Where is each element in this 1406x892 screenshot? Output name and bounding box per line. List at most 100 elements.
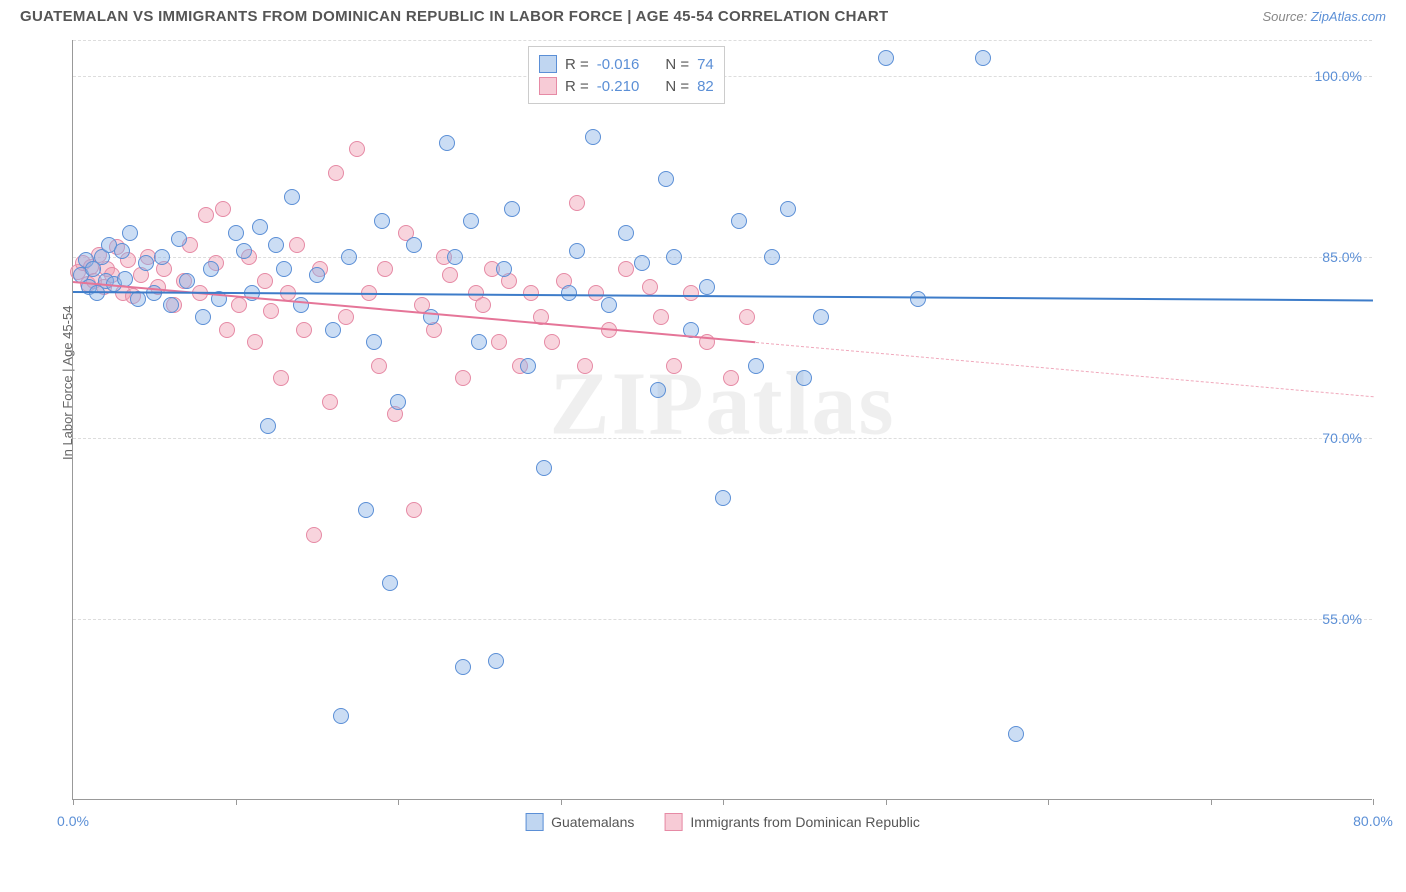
- scatter-point: [491, 334, 507, 350]
- scatter-point: [471, 334, 487, 350]
- scatter-point: [349, 141, 365, 157]
- trend-line: [755, 342, 1373, 397]
- scatter-point: [666, 249, 682, 265]
- scatter-point: [683, 285, 699, 301]
- scatter-point: [273, 370, 289, 386]
- scatter-point: [439, 135, 455, 151]
- scatter-point: [653, 309, 669, 325]
- x-tick: [398, 799, 399, 805]
- scatter-point: [650, 382, 666, 398]
- gridline: [73, 438, 1372, 439]
- scatter-point: [406, 502, 422, 518]
- x-tick: [1211, 799, 1212, 805]
- scatter-point: [878, 50, 894, 66]
- scatter-point: [496, 261, 512, 277]
- scatter-point: [257, 273, 273, 289]
- scatter-point: [642, 279, 658, 295]
- scatter-point: [488, 653, 504, 669]
- x-tick-label: 80.0%: [1353, 813, 1393, 829]
- scatter-point: [130, 291, 146, 307]
- legend-item-dominican: Immigrants from Dominican Republic: [664, 813, 920, 831]
- scatter-point: [382, 575, 398, 591]
- scatter-point: [618, 225, 634, 241]
- scatter-point: [171, 231, 187, 247]
- x-tick: [1048, 799, 1049, 805]
- scatter-point: [263, 303, 279, 319]
- y-tick-label: 100.0%: [1315, 68, 1362, 84]
- x-tick: [236, 799, 237, 805]
- scatter-point: [252, 219, 268, 235]
- stats-box: R =-0.016N =74R =-0.210N =82: [528, 46, 725, 104]
- scatter-point: [520, 358, 536, 374]
- scatter-point: [138, 255, 154, 271]
- stats-row: R =-0.210N =82: [539, 75, 714, 97]
- stat-n-value: 74: [697, 56, 714, 73]
- scatter-point: [260, 418, 276, 434]
- scatter-point: [569, 195, 585, 211]
- gridline: [73, 619, 1372, 620]
- chart-title: GUATEMALAN VS IMMIGRANTS FROM DOMINICAN …: [20, 8, 889, 25]
- stat-r-value: -0.016: [597, 56, 640, 73]
- scatter-point: [114, 243, 130, 259]
- scatter-point: [577, 358, 593, 374]
- scatter-point: [284, 189, 300, 205]
- scatter-point: [585, 129, 601, 145]
- scatter-point: [536, 460, 552, 476]
- scatter-point: [276, 261, 292, 277]
- stat-r-value: -0.210: [597, 78, 640, 95]
- scatter-point: [764, 249, 780, 265]
- scatter-point: [325, 322, 341, 338]
- legend-item-guatemalans: Guatemalans: [525, 813, 634, 831]
- scatter-point: [569, 243, 585, 259]
- scatter-point: [475, 297, 491, 313]
- source-attribution: Source: ZipAtlas.com: [1262, 9, 1386, 24]
- scatter-point: [455, 370, 471, 386]
- scatter-point: [371, 358, 387, 374]
- scatter-point: [723, 370, 739, 386]
- scatter-point: [715, 490, 731, 506]
- scatter-point: [463, 213, 479, 229]
- scatter-point: [1008, 726, 1024, 742]
- x-tick-label: 0.0%: [57, 813, 89, 829]
- scatter-point: [366, 334, 382, 350]
- scatter-point: [296, 322, 312, 338]
- scatter-point: [406, 237, 422, 253]
- scatter-point: [796, 370, 812, 386]
- x-tick: [886, 799, 887, 805]
- scatter-point: [179, 273, 195, 289]
- scatter-point: [544, 334, 560, 350]
- y-tick-label: 85.0%: [1322, 249, 1362, 265]
- y-tick-label: 70.0%: [1322, 430, 1362, 446]
- scatter-point: [247, 334, 263, 350]
- chart-container: In Labor Force | Age 45-54 ZIPatlas Guat…: [50, 40, 1390, 830]
- scatter-point: [699, 279, 715, 295]
- scatter-point: [333, 708, 349, 724]
- scatter-point: [198, 207, 214, 223]
- scatter-point: [163, 297, 179, 313]
- source-link[interactable]: ZipAtlas.com: [1311, 9, 1386, 24]
- scatter-point: [731, 213, 747, 229]
- stat-r-label: R =: [565, 78, 589, 95]
- scatter-point: [338, 309, 354, 325]
- stat-r-label: R =: [565, 56, 589, 73]
- scatter-point: [442, 267, 458, 283]
- scatter-point: [658, 171, 674, 187]
- scatter-point: [122, 225, 138, 241]
- scatter-point: [228, 225, 244, 241]
- gridline: [73, 257, 1372, 258]
- scatter-point: [601, 297, 617, 313]
- scatter-point: [377, 261, 393, 277]
- scatter-point: [358, 502, 374, 518]
- scatter-point: [975, 50, 991, 66]
- stat-n-label: N =: [665, 56, 689, 73]
- scatter-point: [447, 249, 463, 265]
- watermark: ZIPatlas: [549, 353, 895, 456]
- scatter-point: [306, 527, 322, 543]
- scatter-point: [634, 255, 650, 271]
- scatter-point: [588, 285, 604, 301]
- stats-row: R = -0.016 N = 74: [539, 53, 714, 75]
- scatter-point: [780, 201, 796, 217]
- scatter-point: [341, 249, 357, 265]
- scatter-point: [219, 322, 235, 338]
- scatter-point: [236, 243, 252, 259]
